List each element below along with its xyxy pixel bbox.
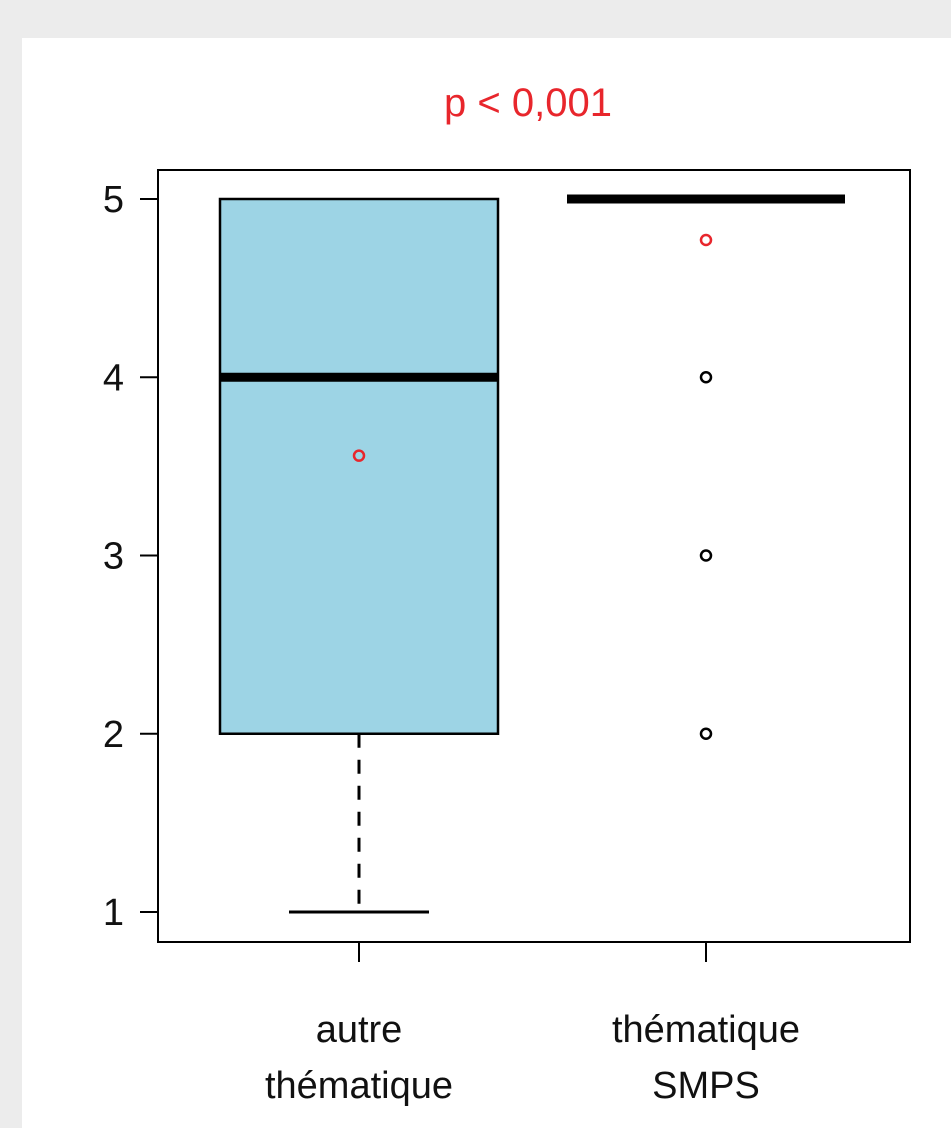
y-tick-label-1: 1 [103, 892, 124, 934]
y-tick-label-2: 2 [103, 714, 124, 756]
outlier-point [699, 727, 713, 740]
mean-marker-2 [699, 233, 713, 247]
y-tick-label-3: 3 [103, 536, 124, 578]
box-group-2 [567, 194, 845, 740]
y-tick-label-4: 4 [103, 357, 124, 399]
figure-panel: p < 0,001 1 2 3 4 5 autre thématique thématiqu… [22, 38, 951, 1128]
box-1 [218, 197, 500, 735]
outlier-point [699, 371, 713, 384]
x-category-label-1-line-1: autre [316, 1009, 403, 1051]
outlier-point [699, 549, 713, 562]
box-group-1 [218, 197, 500, 914]
x-axis: autre thématique thématique SMPS [265, 942, 800, 1107]
chart-title: p < 0,001 [444, 81, 612, 125]
x-category-label-1-line-2: thématique [265, 1065, 453, 1107]
boxplot-chart: p < 0,001 1 2 3 4 5 autre thématique thématiqu… [103, 81, 911, 1107]
y-axis: 1 2 3 4 5 [103, 179, 158, 934]
mean-marker-1 [352, 449, 366, 462]
y-tick-label-5: 5 [103, 179, 124, 221]
boxes-layer [218, 194, 845, 914]
x-category-label-2-line-2: SMPS [652, 1065, 760, 1107]
x-category-label-2-line-1: thématique [612, 1009, 800, 1051]
